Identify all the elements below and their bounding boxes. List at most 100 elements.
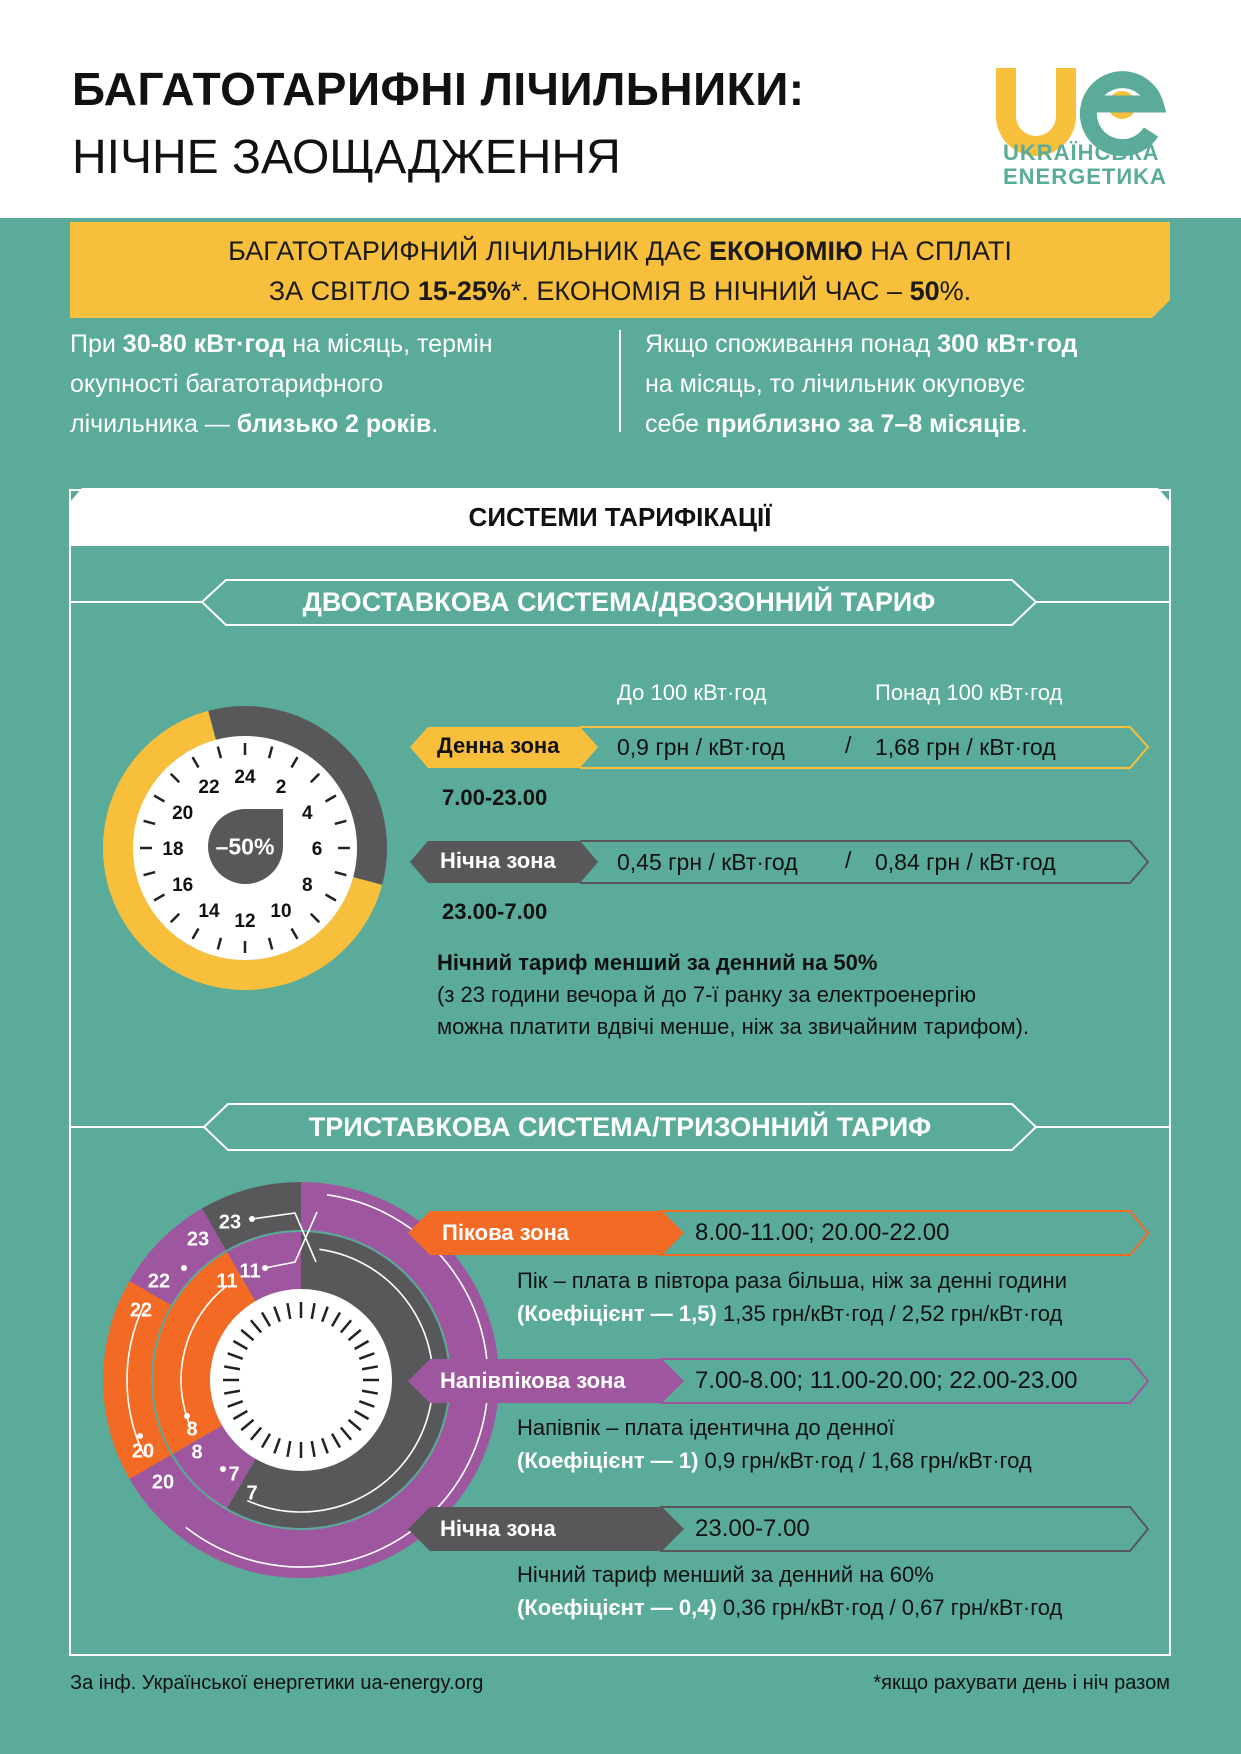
clock-number: 10 <box>270 901 292 923</box>
clock-number: 24 <box>234 767 256 788</box>
ring-label: 8 <box>191 1441 203 1464</box>
two-zone-note-title: Нічний тариф менший за денний на 50% <box>437 950 878 975</box>
clock-tick <box>310 1302 316 1320</box>
clock-tick <box>232 1409 248 1421</box>
night-zone-hours: 23.00-7.00 <box>442 899 548 924</box>
clock-tick <box>330 1433 342 1449</box>
clock-tick <box>260 1311 272 1327</box>
clock-tick <box>286 1440 292 1458</box>
clock-tick <box>273 1306 281 1323</box>
arrow-line <box>264 1211 318 1269</box>
peak-zone-label: Пікова зона <box>442 1220 570 1245</box>
clock-tick <box>361 1389 379 1395</box>
semi-peak-zone-coef: (Коефіцієнт — 1) 0,9 грн/кВт·год / 1,68 … <box>517 1448 1032 1473</box>
night-zone-tag <box>410 841 598 883</box>
fact-right-line1: Якщо споживання понад 300 кВт·год <box>645 330 1078 358</box>
page-title: БАГАТОТАРИФНІ ЛІЧИЛЬНИКИ: <box>72 63 805 115</box>
inner-ring-peak <box>153 1251 256 1454</box>
peak-zone-tag <box>408 1211 684 1255</box>
two-zone-title: ДВОСТАВКОВА СИСТЕМА/ДВОЗОННИЙ ТАРИФ <box>302 587 936 617</box>
clock-number: 18 <box>162 839 184 860</box>
clock-tick <box>324 893 337 902</box>
clock-tick <box>321 1437 329 1454</box>
clock-tick <box>358 1352 375 1360</box>
ring-label: 23 <box>186 1228 210 1251</box>
arrow-line <box>251 1212 317 1263</box>
two-zone-note-line2: (з 23 години вечора й до 7-ї ранку за ел… <box>437 982 976 1007</box>
footer-footnote: *якщо рахувати день і ніч разом <box>873 1672 1170 1694</box>
semi-peak-zone-hours: 7.00-8.00; 11.00-20.00; 22.00-23.00 <box>695 1367 1078 1394</box>
night-zone-3-tag <box>408 1507 684 1551</box>
logo-line1: UKRAЇНСЬКА <box>1003 140 1160 165</box>
clock-tick <box>232 1339 248 1351</box>
arrow-dot <box>249 1216 255 1222</box>
night-arc <box>208 706 387 885</box>
clock-tick <box>354 1339 370 1351</box>
clock-tick <box>334 870 347 877</box>
night-zone-3-row-shape <box>408 1506 1150 1552</box>
clock-tick <box>227 1400 244 1408</box>
clock-tick <box>309 772 321 784</box>
clock-tick <box>358 1400 375 1408</box>
ring-label: 22 <box>129 1299 153 1322</box>
clock-tick <box>249 1426 263 1441</box>
clock-number: 22 <box>198 776 220 798</box>
banner-line2: ЗА СВІТЛО 15-25%*. ЕКОНОМІЯ В НІЧНИЙ ЧАС… <box>268 276 972 306</box>
clock-tick <box>169 772 181 784</box>
page-subtitle: НІЧНЕ ЗАОЩАДЖЕННЯ <box>72 131 621 184</box>
clock-tick <box>310 1440 316 1458</box>
ring-label: 20 <box>151 1471 175 1494</box>
semi-peak-zone-label: Напівпікова зона <box>440 1368 626 1393</box>
fact-left-line2: окупності багатотарифного <box>70 370 384 398</box>
clock-tick <box>339 1426 353 1441</box>
systems-header-band <box>70 488 1170 546</box>
clock-number: 14 <box>198 901 220 923</box>
clock-tick <box>330 1311 342 1327</box>
night-zone-label: Нічна зона <box>440 848 556 873</box>
peak-zone-desc: Пік – плата в півтора раза більша, ніж з… <box>517 1268 1067 1293</box>
peak-zone-coef: (Коефіцієнт — 1,5) 1,35 грн/кВт·год / 2,… <box>517 1301 1063 1326</box>
clock-tick <box>334 819 347 826</box>
col-header-under-100: До 100 кВт·год <box>617 680 767 705</box>
fact-right-line3: себе приблизно за 7–8 місяців. <box>645 410 1028 438</box>
ring-label: 20 <box>131 1440 155 1463</box>
clock-tick <box>290 927 299 940</box>
clock-tick <box>240 1328 255 1342</box>
clock-tick <box>223 1365 241 1371</box>
night-zone-3-label: Нічна зона <box>440 1516 556 1541</box>
clock-tick <box>324 794 337 803</box>
day-zone-hours: 7.00-23.00 <box>442 785 548 810</box>
clock-number: 6 <box>311 839 323 860</box>
arrow-dot <box>137 1433 143 1439</box>
night-price-sep: / <box>845 847 852 873</box>
ring-label: 8 <box>186 1418 198 1441</box>
clock-tick <box>267 937 274 950</box>
logo-e <box>1079 71 1167 157</box>
clock-tick <box>321 1306 329 1323</box>
clock-tick <box>290 756 299 769</box>
outer-ring-semi-peak <box>129 1208 226 1305</box>
clock-tick <box>169 912 181 924</box>
semi-peak-zone-tag <box>408 1359 684 1403</box>
three-zone-clock <box>103 1182 499 1578</box>
night-zone-3-coef: (Коефіцієнт — 0,4) 0,36 грн/кВт·год / 0,… <box>517 1595 1063 1620</box>
night-zone-row-shape <box>410 840 1150 884</box>
two-zone-note-line3: можна платити вдвічі менше, ніж за звича… <box>437 1014 1030 1039</box>
three-zone-title: ТРИСТАВКОВА СИСТЕМА/ТРИЗОННИЙ ТАРИФ <box>308 1112 932 1142</box>
clock-tick <box>191 927 200 940</box>
clock-face <box>210 1289 392 1471</box>
day-zone-tag <box>410 727 598 768</box>
night-zone-3-hours: 23.00-7.00 <box>695 1515 810 1542</box>
clock-tick <box>143 819 156 826</box>
clock-number: 16 <box>172 875 194 896</box>
clock-tick <box>309 912 321 924</box>
semi-peak-zone-row-shape <box>408 1358 1150 1404</box>
ring-label: 22 <box>147 1270 171 1293</box>
inner-ring-night <box>227 1232 450 1528</box>
day-price-2: 1,68 грн / кВт·год <box>875 734 1056 760</box>
fact-left-line3: лічильника — близько 2 років. <box>70 410 439 438</box>
peak-zone-row-shape <box>408 1210 1150 1256</box>
fact-left-line1: При 30-80 кВт·год на місяць, термін <box>70 330 493 358</box>
arrow-dot <box>181 1265 187 1271</box>
